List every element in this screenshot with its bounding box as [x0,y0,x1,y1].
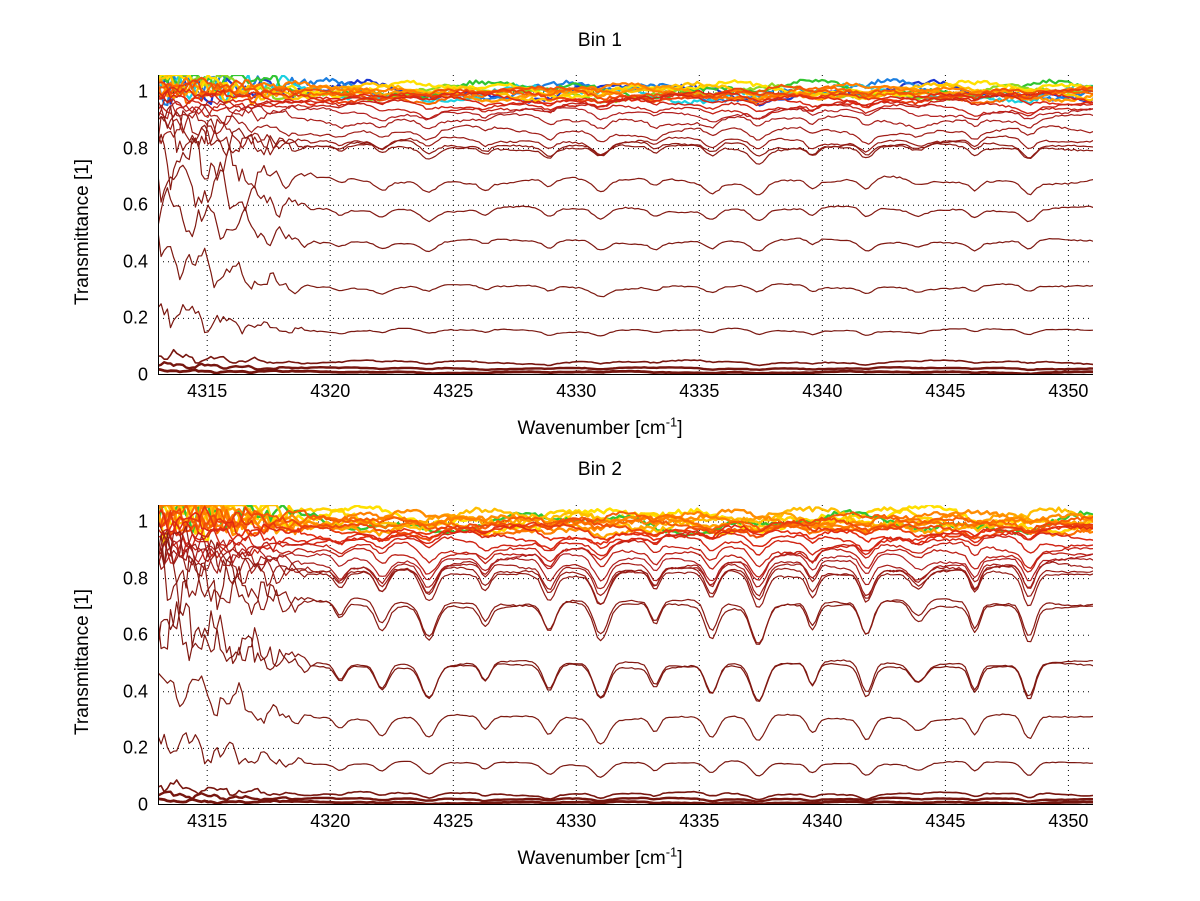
x-tick-4325: 4325 [433,381,474,401]
y-tick-1: 1 [137,81,148,102]
panel-bin-1: Bin 1 Transmittance [1] 4315 4320 4325 4330… [0,30,1200,440]
y-tick-0.4: 0.4 [122,251,148,272]
x-tick-4335: 4335 [679,381,720,401]
x-tick-4350: 4350 [1048,811,1089,831]
spectra-canvas-1 [158,75,1093,375]
y-tick-0.2: 0.2 [122,307,148,328]
y-tick-1: 1 [137,511,148,532]
y-axis-label-2: Transmittance [1] [72,588,93,735]
x-tick-4315: 4315 [187,381,228,401]
x-axis-label-exponent: -1 [665,414,678,430]
x-tick-4340: 4340 [802,381,843,401]
y-tick-0: 0 [137,794,148,815]
y-axis-label-1: Transmittance [1] [72,158,93,305]
x-axis-label-1: Wavenumber [cm-1] [0,414,1200,440]
y-tick-0.6: 0.6 [122,194,148,215]
y-tick-0: 0 [137,364,148,385]
x-tick-4345: 4345 [925,811,966,831]
x-tick-4330: 4330 [556,811,597,831]
x-axis-label-tail: ] [677,418,683,439]
x-axis-label-text: Wavenumber [cm [517,848,666,869]
x-tick-4315: 4315 [187,811,228,831]
x-tick-4350: 4350 [1048,381,1089,401]
plot-area-2 [158,505,1093,805]
panel-title-1: Bin 1 [577,30,623,51]
y-tick-0.4: 0.4 [122,681,148,702]
x-tick-4335: 4335 [679,811,720,831]
x-axis-label-tail: ] [677,848,683,869]
panel-title-2: Bin 2 [577,459,623,480]
y-tick-0.6: 0.6 [122,624,148,645]
y-tick-0.8: 0.8 [122,568,148,589]
panel-bin-2: Bin 2 Transmittance [1] 4315 4320 4325 4330… [0,451,1200,901]
x-tick-4345: 4345 [925,381,966,401]
x-tick-4320: 4320 [310,381,351,401]
x-tick-4325: 4325 [433,811,474,831]
y-tick-0.8: 0.8 [122,138,148,159]
x-tick-4330: 4330 [556,381,597,401]
x-axis-label-text: Wavenumber [cm [517,418,666,439]
plot-area-1 [158,75,1093,375]
x-tick-4320: 4320 [310,811,351,831]
spectra-canvas-2 [158,505,1093,805]
x-axis-label-2: Wavenumber [cm-1] [0,844,1200,870]
y-tick-0.2: 0.2 [122,737,148,758]
x-axis-label-exponent: -1 [665,844,678,860]
x-tick-4340: 4340 [802,811,843,831]
